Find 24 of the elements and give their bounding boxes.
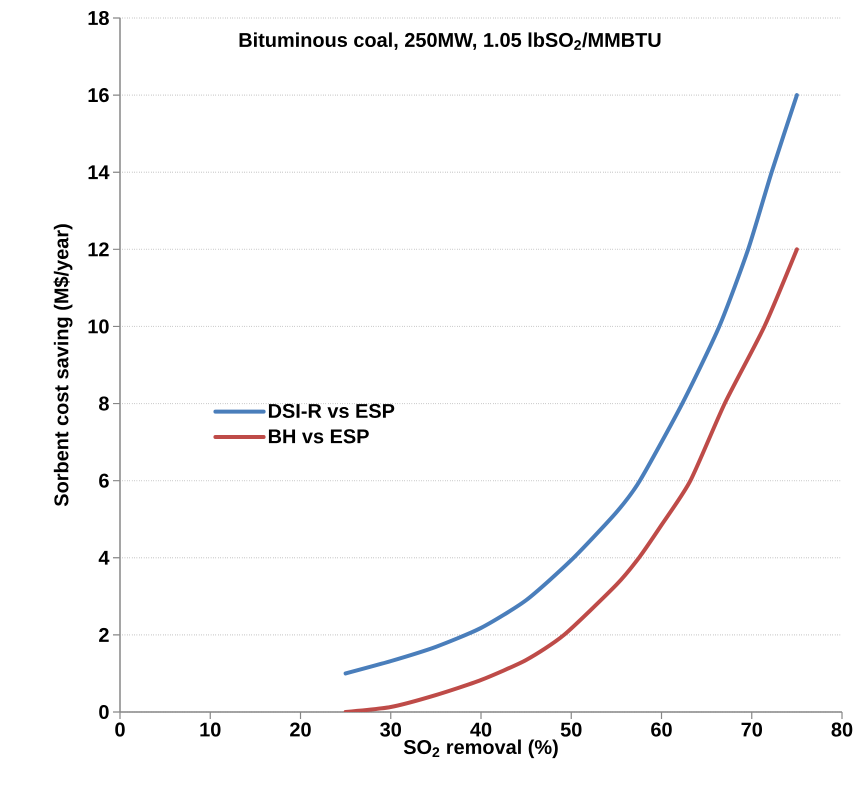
x-tick-label: 40 (470, 722, 492, 737)
x-tick-label: 20 (290, 722, 311, 737)
y-tick-label: 8 (99, 396, 109, 411)
y-tick-label: 12 (88, 242, 109, 256)
text: Bituminous coal, 250MW, 1.05 lbSO$_{2}$/MMBTU (240, 32, 660, 50)
y-tick-label: 2 (99, 628, 109, 642)
y-tick-label: 6 (99, 474, 109, 488)
legend-label: DSI-R vs ESP (268, 404, 394, 418)
x-tick-label: 80 (832, 722, 852, 737)
x-tick-label: 60 (651, 722, 672, 737)
y-tick-label: 14 (88, 165, 110, 180)
y-tick-label: 4 (98, 550, 110, 565)
y-axis-title: Sorbent cost saving (M$/year) (53, 224, 72, 506)
legend-label: BH vs ESP (268, 429, 369, 444)
x-axis-title: SO$_{2}$ removal (%) (404, 739, 558, 758)
x-tick-label: 0 (115, 722, 125, 737)
x-tick-label: 50 (560, 722, 582, 737)
y-tick-label: 0 (99, 704, 109, 720)
x-tick-label: 30 (380, 722, 402, 737)
y-tick-label: 16 (88, 88, 109, 102)
y-tick-label: 10 (88, 319, 109, 334)
y-tick-label: 18 (88, 10, 109, 26)
x-tick-label: 10 (200, 722, 221, 737)
x-tick-label: 70 (742, 722, 762, 737)
